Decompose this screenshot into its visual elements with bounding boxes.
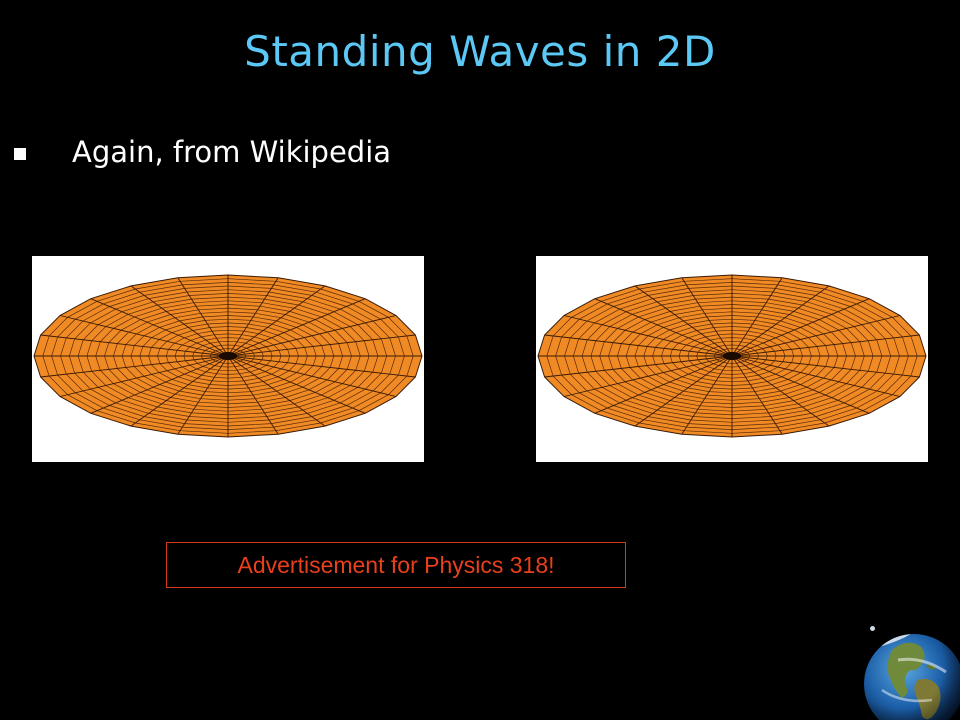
slide-title: Standing Waves in 2D xyxy=(244,27,716,76)
advertisement-box: Advertisement for Physics 318! xyxy=(166,542,626,588)
bullet-text: Again, from Wikipedia xyxy=(72,135,392,169)
earth-globe-icon xyxy=(862,620,960,720)
square-bullet-icon xyxy=(14,148,26,160)
circular-membrane-mesh-icon xyxy=(33,274,423,438)
star-icon xyxy=(870,626,875,631)
membrane-image-right xyxy=(536,256,928,462)
circular-membrane-mesh-icon xyxy=(537,274,927,438)
membrane-image-left xyxy=(32,256,424,462)
